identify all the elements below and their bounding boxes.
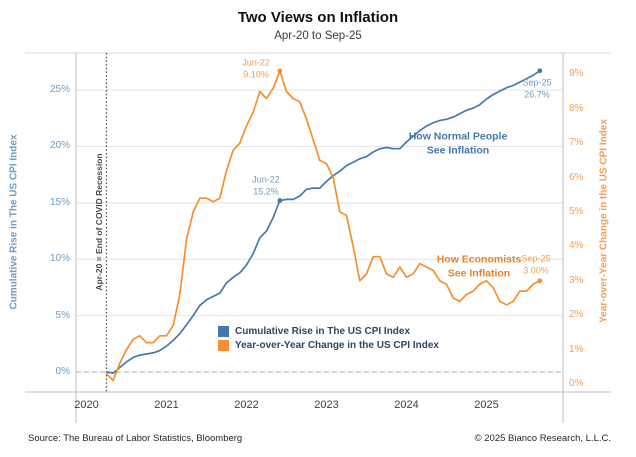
legend-swatch-orange: [218, 340, 229, 351]
normal-people-line1: How Normal People: [408, 130, 508, 143]
blue-jun22-value: 15.2%: [253, 186, 279, 196]
blue-endpoint-label: Sep-25 26.7%: [522, 77, 551, 100]
orange-end-value: 3.00%: [523, 265, 549, 275]
x-axis-tick: 2020: [74, 399, 99, 411]
normal-people-line2: See Inflation: [426, 144, 490, 156]
yoy-cpi-line: [105, 70, 541, 382]
left-axis-tick: 5%: [55, 309, 70, 321]
blue-jun22-label: Jun-22 15.2%: [252, 174, 280, 197]
chart-title: Two Views on Inflation: [237, 9, 399, 26]
cumulative-cpi-line: [105, 69, 541, 375]
x-axis-tick: 2025: [474, 399, 499, 411]
left-axis-tick: 10%: [49, 253, 70, 265]
right-axis-tick: 4%: [569, 240, 584, 252]
x-axis-tick: 2022: [234, 399, 259, 411]
blue-marker: [277, 198, 283, 203]
right-axis-tick: 1%: [569, 343, 584, 355]
left-axis-tick: 15%: [49, 196, 70, 208]
x-axis-tick: 2021: [154, 399, 179, 411]
covid-recession-line-label: Apr-20 = End of COVID Recession: [94, 153, 104, 291]
legend-item-yoy: Year-over-Year Change in the US CPI Inde…: [218, 340, 439, 351]
normal-people-callout: How Normal People See Inflation: [409, 130, 508, 157]
source-note: Source: The Bureau of Labor Statistics, …: [28, 433, 243, 444]
left-axis-title: Cumulative Rise in The US CPI Index: [8, 134, 20, 310]
economists-line2: See Inflation: [447, 267, 511, 279]
right-axis-tick: 2%: [569, 309, 584, 321]
copyright-note: © 2025 Bianco Research, L.L.C.: [474, 433, 611, 444]
right-axis-title: Year-over-Year Change in the US CPI Inde…: [598, 119, 610, 323]
legend-item-cumulative: Cumulative Rise in The US CPI Index: [218, 326, 439, 337]
right-axis-tick: 8%: [569, 102, 584, 114]
chart-subtitle: Apr-20 to Sep-25: [274, 30, 362, 42]
left-axis-tick: 20%: [49, 140, 70, 152]
orange-end-date: Sep-25: [521, 253, 551, 264]
right-axis-tick: 6%: [569, 171, 584, 183]
right-axis-tick: 7%: [569, 137, 584, 149]
orange-marker: [537, 278, 543, 284]
right-axis-tick: 9%: [569, 68, 584, 80]
legend-swatch-blue: [218, 326, 229, 337]
left-axis-tick: 25%: [49, 84, 70, 95]
orange-endpoint-label: Sep-25 3.00%: [521, 253, 550, 276]
legend: Cumulative Rise in The US CPI Index Year…: [218, 326, 439, 354]
blue-end-value: 26.7%: [524, 89, 550, 99]
blue-marker: [537, 68, 543, 74]
right-axis-tick: 5%: [569, 205, 584, 217]
orange-peak-value: 9.10%: [243, 69, 269, 79]
x-axis-tick: 2024: [394, 399, 419, 411]
legend-label-yoy: Year-over-Year Change in the US CPI Inde…: [235, 340, 439, 351]
left-axis-tick: 0%: [55, 366, 70, 378]
orange-marker: [277, 68, 283, 74]
orange-peak-label: Jun-22 9.10%: [242, 57, 270, 80]
blue-end-date: Sep-25: [522, 77, 552, 88]
legend-label-cumulative: Cumulative Rise in The US CPI Index: [235, 326, 411, 337]
economists-line1: How Economists: [436, 253, 522, 266]
orange-peak-date: Jun-22: [242, 57, 270, 68]
right-axis-tick: 3%: [569, 274, 584, 286]
blue-jun22-date: Jun-22: [252, 174, 280, 185]
x-axis-tick: 2023: [314, 399, 339, 411]
economists-callout: How Economists See Inflation: [437, 253, 522, 280]
right-axis-tick: 0%: [569, 377, 584, 389]
